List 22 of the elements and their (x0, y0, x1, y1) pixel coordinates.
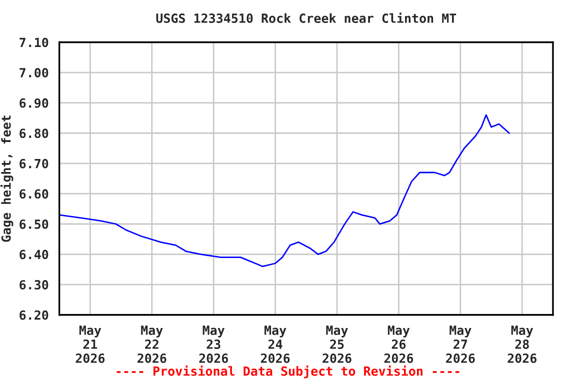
chart-title: USGS 12334510 Rock Creek near Clinton MT (156, 12, 456, 23)
y-tick-label: 6.60 (20, 189, 48, 199)
y-tick-label: 6.50 (20, 219, 48, 229)
x-tick-label: May 21 2026 (76, 326, 105, 363)
x-tick-label: May 24 2026 (260, 326, 290, 363)
x-tick-label: May 22 2026 (138, 326, 166, 363)
x-tick-label: May 25 2026 (322, 326, 352, 363)
x-tick-label: May 27 2026 (446, 326, 475, 363)
y-tick-label: 6.40 (20, 250, 48, 260)
y-tick-label: 7.00 (20, 68, 48, 78)
y-axis-title: Gage height, feet (0, 116, 14, 242)
x-tick-label: May 28 2026 (508, 326, 536, 363)
y-tick-label: 6.80 (20, 128, 48, 138)
x-tick-label: May 23 2026 (199, 326, 228, 363)
x-tick-label: May 26 2026 (384, 326, 414, 363)
y-tick-label: 6.90 (20, 98, 48, 108)
y-tick-label: 6.30 (20, 280, 48, 290)
text: ---- Provisional Data Subject to Revision ---- (116, 365, 460, 378)
y-tick-label: 7.10 (20, 38, 48, 48)
y-tick-label: 6.20 (20, 310, 48, 320)
y-tick-label: 6.70 (20, 158, 48, 168)
line-series (59, 114, 510, 268)
